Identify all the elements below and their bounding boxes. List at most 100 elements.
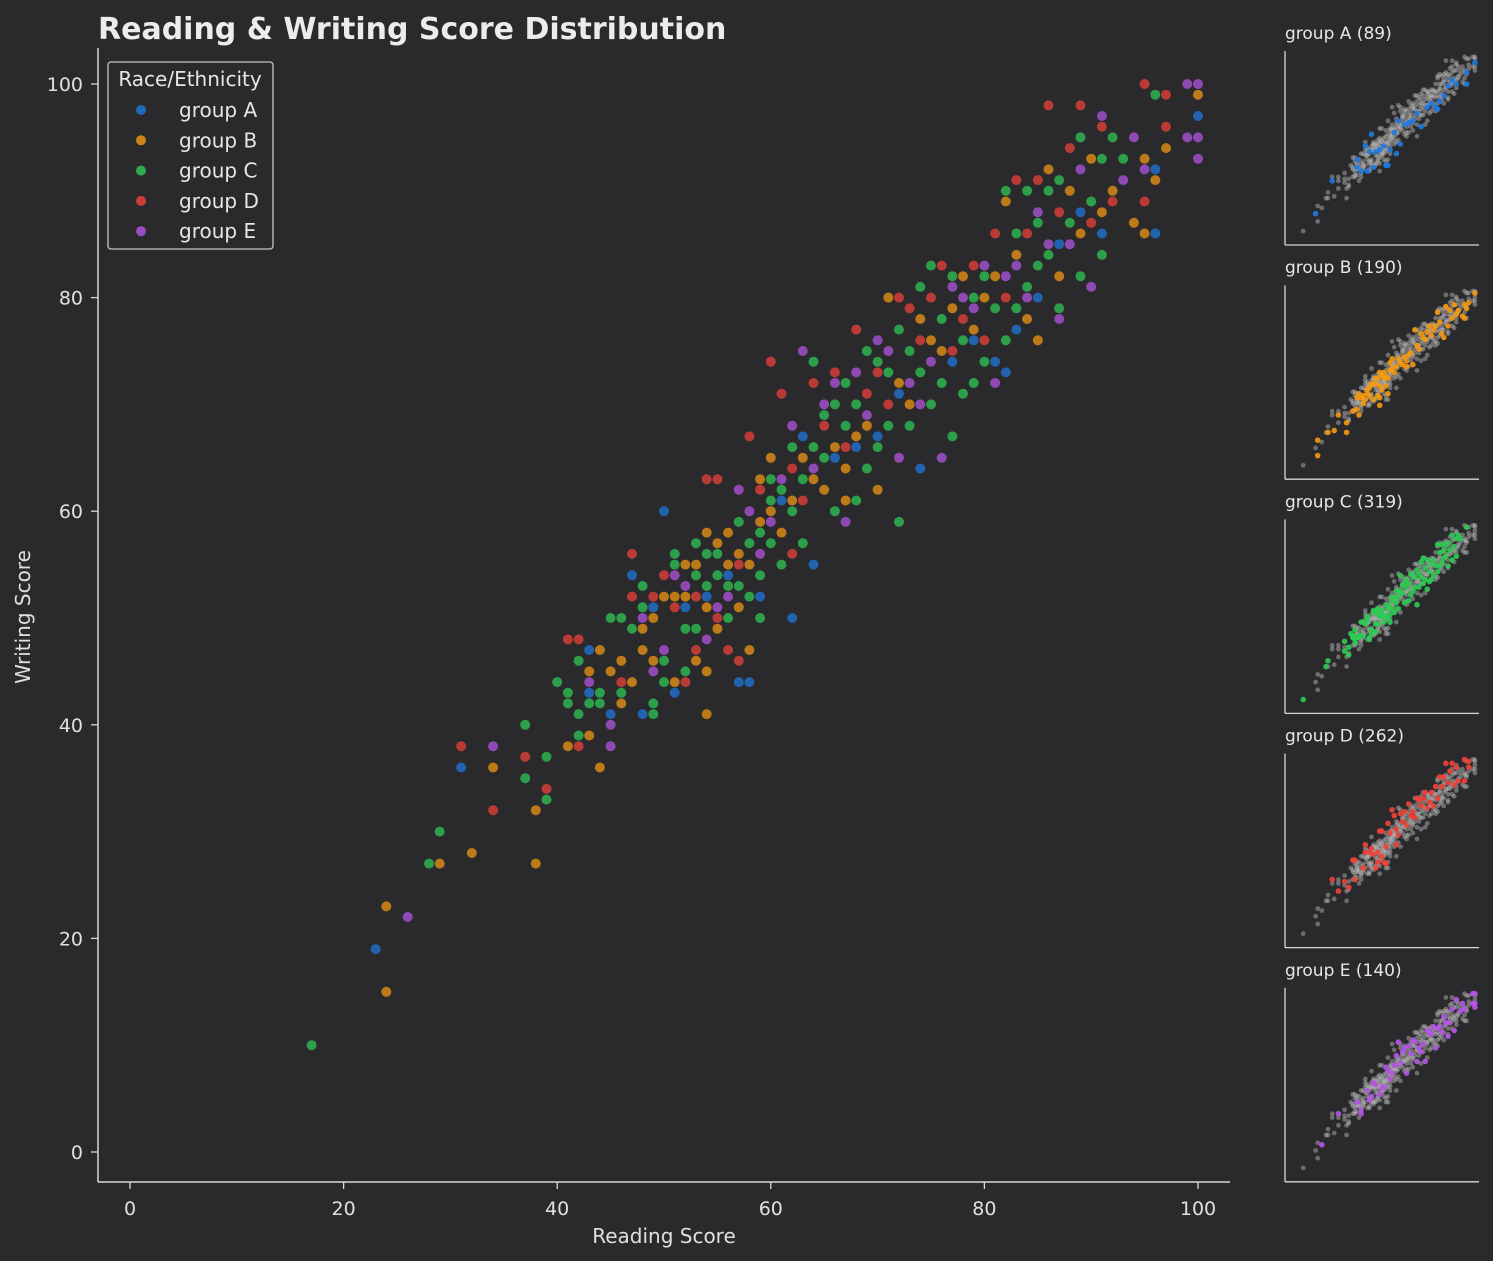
background-point (1445, 95, 1451, 100)
data-point (712, 474, 723, 485)
data-point (562, 741, 573, 752)
background-point (1420, 87, 1426, 93)
data-point (1011, 175, 1022, 186)
main-ticks-layer: 0 20 40 60 80 100 0 20 40 60 80 100 (47, 74, 1216, 1220)
background-point (1377, 135, 1383, 141)
group-point (1345, 652, 1352, 658)
data-point (947, 281, 958, 292)
background-point (1441, 71, 1447, 77)
data-point (1096, 249, 1107, 260)
group-point (1383, 861, 1389, 867)
data-point (1086, 217, 1097, 228)
background-point (1422, 571, 1428, 577)
background-point (1406, 588, 1412, 594)
data-point (872, 431, 883, 442)
background-point (1354, 869, 1360, 875)
data-point (904, 346, 915, 356)
background-point (1379, 846, 1385, 851)
group-point (1447, 307, 1453, 314)
background-point (1464, 56, 1469, 62)
group-point (1352, 876, 1358, 883)
data-point (520, 773, 531, 784)
data-point (637, 645, 648, 655)
background-point (1433, 1018, 1438, 1024)
data-point (1054, 271, 1065, 282)
background-point (1424, 352, 1430, 358)
background-point (1352, 168, 1358, 174)
background-point (1344, 898, 1349, 904)
background-point (1433, 81, 1438, 87)
background-point (1451, 548, 1457, 553)
data-point (637, 613, 648, 623)
background-point (1385, 865, 1391, 871)
group-point (1414, 110, 1420, 116)
background-point (1449, 538, 1455, 544)
background-point (1439, 327, 1445, 333)
data-point (701, 709, 712, 720)
background-point (1381, 838, 1387, 844)
background-point (1462, 54, 1467, 60)
group-point (1424, 328, 1431, 335)
background-point (1375, 846, 1381, 851)
group-point (1362, 396, 1369, 403)
background-point (1447, 73, 1453, 79)
background-point (1395, 130, 1401, 135)
background-point (1406, 99, 1412, 104)
background-point (1402, 106, 1407, 112)
background-point (1385, 840, 1391, 846)
data-point (637, 623, 648, 634)
group-point (1314, 437, 1321, 444)
background-point (1441, 780, 1447, 786)
background-point (1433, 315, 1438, 321)
background-point (1429, 108, 1434, 114)
group-point (1424, 586, 1431, 592)
data-point (733, 655, 744, 666)
background-point (1398, 828, 1403, 834)
data-point (594, 698, 605, 709)
background-point (1453, 315, 1459, 321)
data-point (648, 709, 659, 720)
background-point (1369, 859, 1374, 865)
group-point (1395, 605, 1402, 612)
data-point (616, 655, 627, 666)
background-point (1402, 346, 1407, 352)
data-point (712, 623, 723, 634)
background-point (1462, 784, 1467, 789)
group-point (1374, 621, 1381, 627)
data-point (627, 677, 637, 688)
background-point (1431, 795, 1436, 801)
data-point (712, 570, 723, 581)
data-point (594, 762, 605, 773)
background-point (1472, 524, 1478, 530)
background-point (1369, 159, 1374, 164)
background-point (1439, 793, 1445, 799)
background-point (1313, 445, 1318, 451)
data-point (541, 751, 552, 762)
group-point (1370, 396, 1377, 403)
background-point (1439, 315, 1445, 321)
background-point (1377, 1062, 1383, 1068)
data-point (680, 666, 691, 677)
background-point (1439, 1010, 1445, 1016)
background-point (1315, 921, 1321, 927)
background-point (1435, 1037, 1440, 1043)
background-point (1398, 844, 1403, 849)
background-point (1453, 770, 1459, 776)
group-point (1422, 565, 1428, 571)
background-point (1329, 412, 1335, 418)
data-point (691, 655, 701, 666)
group-point (1463, 524, 1470, 530)
data-point (861, 463, 872, 474)
data-point (584, 730, 595, 741)
background-point (1410, 1055, 1416, 1060)
data-point (755, 591, 766, 602)
background-point (1377, 1076, 1383, 1082)
background-point (1398, 1078, 1403, 1084)
data-point (594, 645, 605, 655)
data-point (1118, 153, 1129, 164)
background-point (1393, 124, 1399, 129)
data-point (883, 399, 894, 410)
background-point (1315, 219, 1321, 224)
background-point (1466, 534, 1472, 540)
background-point (1420, 346, 1426, 352)
